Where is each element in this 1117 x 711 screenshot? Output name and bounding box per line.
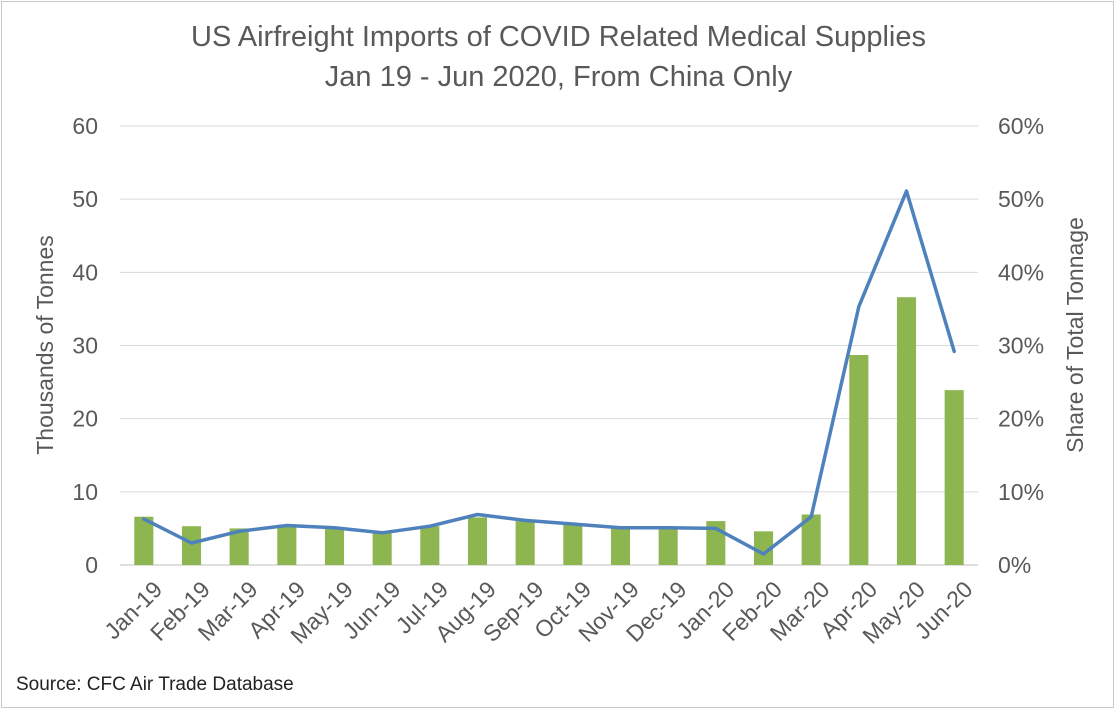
y2-tick-label: 0% [998, 552, 1031, 578]
y2-tick-label: 40% [998, 259, 1044, 285]
line-point [905, 189, 908, 193]
y-tick-label: 50 [72, 186, 98, 212]
y-tick-label: 10 [72, 479, 98, 505]
bar [372, 532, 392, 565]
bar [658, 528, 678, 565]
line-point [333, 526, 336, 530]
bar [896, 297, 917, 565]
bar [420, 526, 440, 565]
bar [134, 516, 154, 565]
bar-series [134, 297, 964, 565]
bar [515, 521, 535, 565]
y2-axis-label: Share of Total Tonnage [1062, 217, 1088, 453]
line-point [571, 522, 575, 526]
line-point [857, 305, 861, 309]
y-axis-label: Thousands of Tonnes [32, 235, 58, 455]
source-note: Source: CFC Air Trade Database [16, 674, 294, 695]
chart-title: US Airfreight Imports of COVID Related M… [191, 21, 926, 53]
line-point [952, 349, 956, 353]
line-point [285, 523, 289, 527]
bar [229, 528, 249, 565]
y-tick-label: 0 [85, 552, 98, 578]
y-tick-label: 30 [72, 333, 98, 359]
line-point [809, 515, 813, 519]
bar [801, 514, 821, 565]
line-point [380, 531, 384, 535]
bar [277, 526, 297, 565]
line-point [714, 526, 718, 530]
share-line [142, 189, 956, 556]
bar [563, 524, 583, 565]
y2-tick-label: 60% [998, 113, 1044, 139]
line-point [428, 524, 432, 528]
line-point [190, 541, 193, 545]
left-axis-ticks: 0 10 20 30 40 50 60 [72, 113, 98, 578]
line-point [619, 526, 622, 530]
bar [181, 526, 202, 565]
bar [467, 517, 488, 565]
bar [753, 531, 774, 565]
bar [849, 355, 869, 565]
line-point [762, 552, 765, 556]
line-series [142, 189, 956, 556]
chart-subtitle: Jan 19 - Jun 2020, From China Only [324, 61, 793, 93]
line-point [666, 526, 670, 530]
y-tick-label: 40 [72, 259, 98, 285]
y2-tick-label: 10% [998, 479, 1044, 505]
right-axis-ticks: 0% 10% 20% 30% 40% 50% 60% [998, 113, 1044, 578]
bar [610, 528, 631, 565]
y-tick-label: 20 [72, 406, 98, 432]
bar [324, 528, 345, 565]
x-axis-ticks: Jan-19Feb-19Mar-19Apr-19May-19Jun-19Jul-… [99, 576, 977, 649]
y2-tick-label: 30% [998, 333, 1044, 359]
line-point [237, 529, 241, 533]
bar [944, 390, 964, 565]
line-point [142, 517, 146, 521]
y-tick-label: 60 [72, 113, 98, 139]
y2-tick-label: 50% [998, 186, 1044, 212]
y2-tick-label: 20% [998, 406, 1044, 432]
line-point [523, 518, 527, 522]
line-point [476, 513, 479, 517]
